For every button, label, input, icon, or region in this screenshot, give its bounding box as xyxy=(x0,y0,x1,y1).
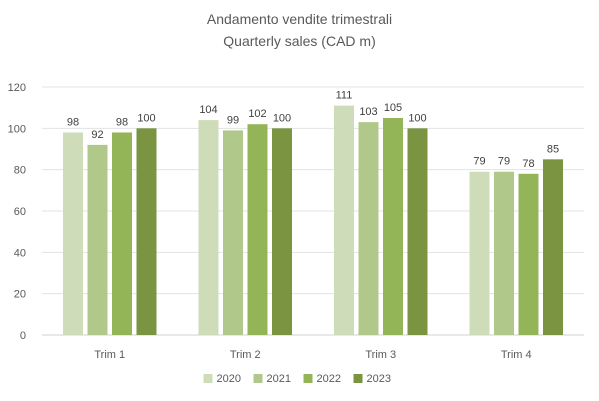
y-tick-label-120: 120 xyxy=(8,82,26,94)
legend-swatch-2020 xyxy=(203,374,213,383)
data-label-trim-4-2023: 85 xyxy=(547,143,559,155)
x-category-label-trim-4: Trim 4 xyxy=(501,349,532,361)
data-label-trim-2-2023: 100 xyxy=(273,112,291,124)
bar-trim-1-2020 xyxy=(63,132,83,335)
y-tick-label-60: 60 xyxy=(14,206,26,218)
data-label-trim-3-2020: 111 xyxy=(336,90,353,102)
bar-trim-3-2022 xyxy=(383,118,403,335)
data-label-trim-3-2021: 103 xyxy=(359,106,377,118)
x-category-label-trim-1: Trim 1 xyxy=(94,349,125,361)
legend: 2020 2021 2022 2023 xyxy=(203,373,391,385)
bar-trim-2-2022 xyxy=(247,124,268,335)
legend-label-2021: 2021 xyxy=(267,373,291,385)
y-tick-label-80: 80 xyxy=(14,165,26,177)
data-label-trim-1-2021: 92 xyxy=(91,129,103,141)
bar-trim-4-2022 xyxy=(518,173,539,335)
data-label-trim-2-2020: 104 xyxy=(199,104,217,116)
legend-swatch-2021 xyxy=(253,374,263,383)
y-tick-label-20: 20 xyxy=(14,289,26,301)
bar-trim-2-2021 xyxy=(223,130,243,335)
legend-label-2020: 2020 xyxy=(217,373,241,385)
bar-trim-2-2023 xyxy=(272,128,292,335)
data-label-trim-3-2022: 105 xyxy=(384,102,402,114)
data-label-trim-4-2020: 79 xyxy=(473,156,485,168)
bar-trim-3-2023 xyxy=(407,128,428,335)
y-axis-tick-labels: 0 20 40 60 80 100 120 xyxy=(8,82,26,342)
bar-trim-1-2021 xyxy=(87,144,108,335)
bar-trim-1-2022 xyxy=(112,132,132,335)
bar-trim-3-2021 xyxy=(358,122,379,335)
legend-label-2022: 2022 xyxy=(317,373,341,385)
data-label-trim-2-2021: 99 xyxy=(227,114,239,126)
bar-trim-4-2021 xyxy=(494,171,514,335)
bar-trim-3-2020 xyxy=(334,105,354,335)
data-label-trim-1-2023: 100 xyxy=(137,112,155,124)
gridlines xyxy=(42,86,584,336)
chart-title-line-1: Andamento vendite trimestrali xyxy=(207,11,392,27)
x-category-label-trim-2: Trim 2 xyxy=(230,349,261,361)
chart-title: Andamento vendite trimestrali Quarterly … xyxy=(207,11,392,49)
x-category-label-trim-3: Trim 3 xyxy=(365,349,396,361)
bar-trim-2-2020 xyxy=(198,120,219,335)
data-label-trim-1-2022: 98 xyxy=(116,116,128,128)
bar-trim-1-2023 xyxy=(136,128,157,335)
y-tick-label-40: 40 xyxy=(14,247,26,259)
chart-title-line-2: Quarterly sales (CAD m) xyxy=(223,33,375,49)
data-label-trim-2-2022: 102 xyxy=(248,108,266,120)
data-label-trim-4-2022: 78 xyxy=(522,158,534,170)
data-labels: 98 92 98 100 104 99 102 100 111 103 105 100 79 79 78 85 xyxy=(67,90,559,170)
legend-label-2023: 2023 xyxy=(367,373,391,385)
x-axis-category-labels: Trim 1 Trim 2 Trim 3 Trim 4 xyxy=(94,349,531,361)
bar-trim-4-2020 xyxy=(469,171,490,335)
legend-swatch-2023 xyxy=(353,374,363,383)
y-tick-label-0: 0 xyxy=(20,330,26,342)
data-label-trim-4-2021: 79 xyxy=(498,156,510,168)
bar-trim-4-2023 xyxy=(543,159,563,335)
y-tick-label-100: 100 xyxy=(8,123,26,135)
bars xyxy=(63,105,563,335)
data-label-trim-3-2023: 100 xyxy=(408,112,426,124)
data-label-trim-1-2020: 98 xyxy=(67,116,79,128)
legend-swatch-2022 xyxy=(303,374,313,383)
